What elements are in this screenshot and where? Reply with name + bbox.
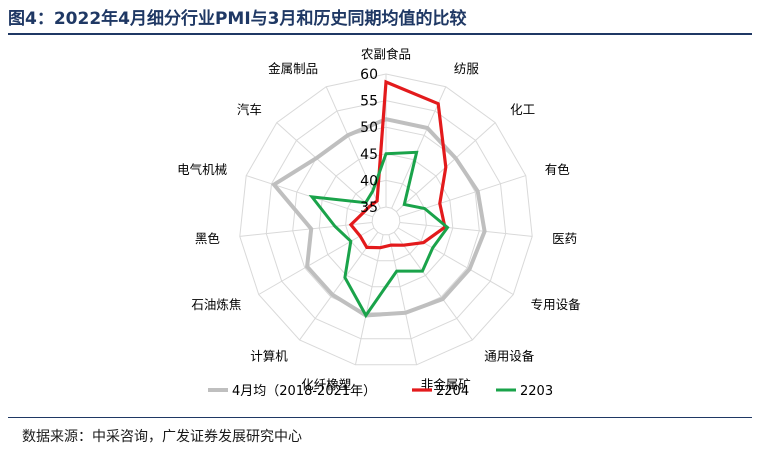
category-label-6: 通用设备 (484, 349, 535, 364)
category-label-2: 化工 (510, 102, 535, 117)
grid-spoke-6 (393, 232, 473, 341)
grid-spoke-5 (397, 227, 514, 295)
category-label-0: 农副食品 (361, 47, 411, 62)
source-note: 数据来源：中采咨询，广发证券发展研究中心 (22, 429, 302, 445)
grid-spoke-3 (399, 175, 526, 218)
grid-spoke-1 (391, 86, 447, 209)
radar-series (270, 79, 487, 319)
grid-spoke-13 (276, 122, 376, 213)
legend-label-1: 2204 (436, 384, 469, 399)
title-rule (8, 33, 752, 35)
source-rule (8, 417, 752, 418)
chart-title: 图4：2022年4月细分行业PMI与3月和历史同期均值的比较 (8, 9, 467, 29)
grid-ring-4 (265, 100, 507, 340)
tick-label-3: 50 (360, 120, 378, 136)
category-label-3: 有色 (545, 162, 571, 177)
category-label-1: 纺服 (454, 61, 480, 76)
grid-spoke-7 (388, 234, 418, 365)
grid-ring-0 (371, 206, 401, 236)
grid-spoke-8 (354, 234, 384, 365)
grid-spoke-12 (246, 175, 373, 218)
tick-label-4: 55 (360, 94, 378, 110)
legend-label-2: 2203 (520, 384, 553, 399)
category-label-9: 计算机 (250, 349, 288, 364)
category-label-4: 医药 (552, 231, 577, 246)
tick-label-1: 40 (360, 173, 378, 189)
category-label-5: 专用设备 (531, 297, 582, 312)
radial-tick-labels: 35 40 45 50 55 60 (360, 67, 378, 216)
series-line-2203 (308, 150, 450, 319)
grid-ring-5 (239, 73, 533, 366)
category-label-12: 电气机械 (177, 162, 228, 177)
category-label-10: 石油炼焦 (191, 297, 241, 312)
tick-label-5: 60 (360, 67, 378, 83)
grid-spoke-9 (299, 232, 379, 341)
category-label-8: 化纤橡塑 (301, 377, 351, 392)
tick-label-0: 35 (360, 200, 378, 216)
grid-spoke-10 (258, 227, 375, 295)
legend-label-0: 4月均（2018-2021年） (232, 384, 376, 399)
category-label-14: 金属制品 (268, 61, 318, 76)
legend: 4月均（2018-2021年） 2204 2203 (208, 384, 553, 399)
tick-label-2: 45 (360, 147, 378, 163)
category-label-11: 黑色 (195, 231, 221, 246)
category-label-13: 汽车 (237, 102, 262, 117)
grid-spoke-14 (325, 86, 381, 209)
series-line-4月均（2018-2021年） (270, 117, 487, 318)
category-label-7: 非金属矿 (421, 377, 471, 392)
grid-spoke-4 (399, 221, 533, 237)
series-line-2204 (348, 79, 448, 250)
